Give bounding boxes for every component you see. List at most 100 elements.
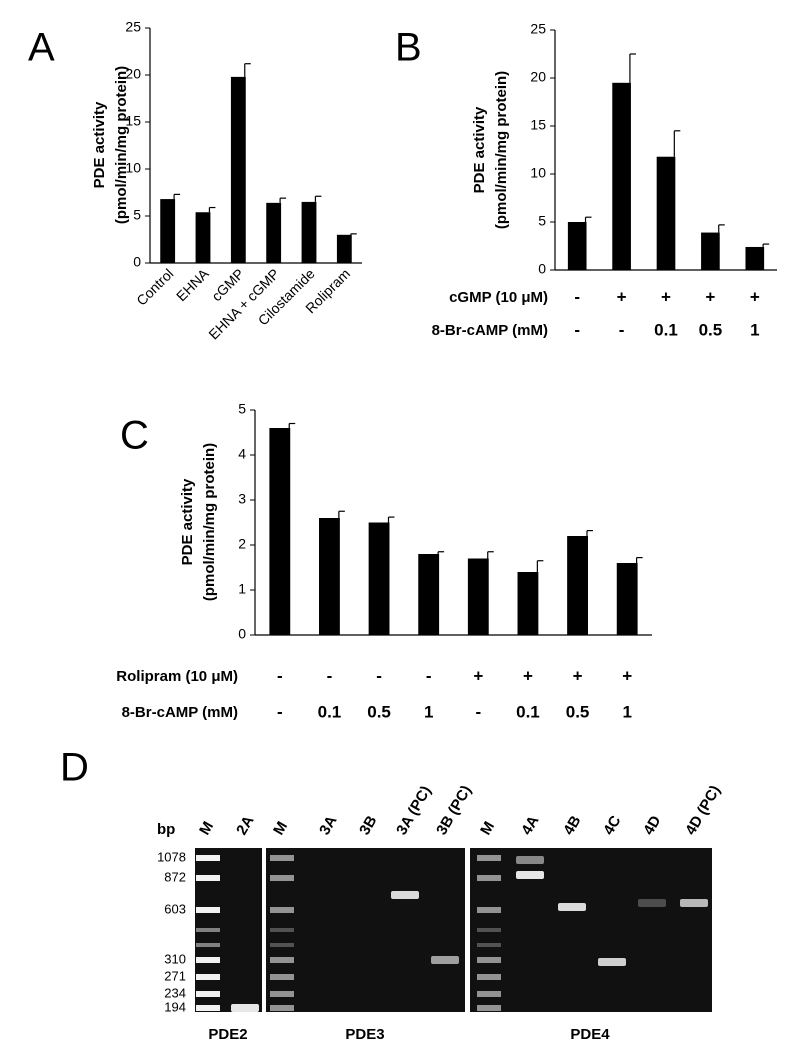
sample-band [431,956,459,964]
ladder-band [196,957,220,963]
sample-band [391,891,419,899]
size-label: 1078 [157,849,186,864]
bar [266,202,282,263]
condition-value: - [277,666,283,685]
y-axis-label: (pmol/min/mg protein) [493,71,510,229]
ladder-band [477,928,501,932]
ladder-band [196,875,220,881]
error-bar [208,206,216,213]
ladder-band [270,855,294,861]
condition-value: - [376,666,382,685]
y-tick-label: 10 [530,165,546,181]
bar [517,572,539,635]
condition-value: + [705,287,715,306]
gel-image [470,848,712,1012]
panel-label: C [120,414,149,458]
y-tick-label: 4 [238,446,246,462]
error-bar [173,193,181,200]
y-tick-label: 0 [238,626,246,642]
condition-value: 1 [750,320,759,339]
y-tick-label: 5 [238,401,246,417]
bar [160,199,176,263]
error-bar [536,560,544,572]
y-axis-label: PDE activity [179,478,196,565]
ladder-band [196,928,220,932]
error-bar [437,551,445,554]
condition-value: - [327,666,333,685]
condition-value: 0.1 [516,702,540,721]
ladder-band [270,907,294,913]
group-label: PDE3 [345,1026,384,1043]
y-tick-label: 25 [530,21,546,37]
y-tick-label: 5 [133,207,141,223]
condition-value: 0.5 [699,320,723,339]
error-bar [338,510,345,518]
bar [418,554,440,635]
condition-value: - [619,320,625,339]
bar [269,428,291,635]
y-tick-label: 20 [530,69,546,85]
y-tick-label: 15 [530,117,546,133]
bar [230,76,246,263]
condition-value: - [277,702,283,721]
error-bar [629,53,636,83]
bar [467,558,489,635]
bar [567,536,588,635]
condition-value: - [574,287,580,306]
condition-value: - [574,320,580,339]
error-bar [279,197,287,203]
y-axis-label: (pmol/min/mg protein) [201,443,218,601]
ladder-band [270,991,294,997]
y-tick-label: 10 [125,160,141,176]
size-label: 603 [164,901,186,916]
ladder-band [196,907,220,913]
panel-label: A [28,26,55,70]
sample-band [680,899,708,907]
condition-value: 0.5 [367,702,391,721]
ladder-band [477,974,501,980]
group-label: PDE2 [208,1026,247,1043]
bar [616,563,638,635]
y-tick-label: 25 [125,19,141,35]
condition-value: - [475,702,481,721]
ladder-band [477,907,501,913]
bar [612,82,631,270]
error-bar [673,130,681,157]
condition-value: + [523,666,533,685]
ladder-band [196,943,220,947]
condition-value: 1 [424,702,433,721]
condition-label: cGMP (10 μM) [449,289,548,306]
y-tick-label: 15 [125,113,141,129]
sample-band [598,958,626,966]
condition-label: Rolipram (10 μM) [116,668,238,685]
ladder-band [477,991,501,997]
bar [301,201,317,263]
y-tick-label: 2 [238,536,246,552]
y-tick-label: 20 [125,66,141,82]
bar [656,156,676,270]
panel-label: D [60,746,89,790]
condition-value: + [573,666,583,685]
panel-label: B [395,26,422,70]
error-bar [244,63,251,77]
y-tick-label: 1 [238,581,246,597]
bar [195,212,211,263]
bar [701,232,720,270]
condition-value: + [473,666,483,685]
y-tick-label: 5 [538,213,546,229]
bar [567,222,587,270]
ladder-band [196,991,220,997]
sample-band [638,899,666,907]
error-bar [314,195,322,202]
error-bar [387,516,395,523]
size-label: 310 [164,951,186,966]
condition-value: + [622,666,632,685]
error-bar [487,551,494,559]
error-bar [288,422,296,428]
size-label: 872 [164,869,186,884]
condition-value: 0.5 [566,702,590,721]
condition-value: 0.1 [654,320,678,339]
bar [745,246,765,270]
ladder-band [270,943,294,947]
